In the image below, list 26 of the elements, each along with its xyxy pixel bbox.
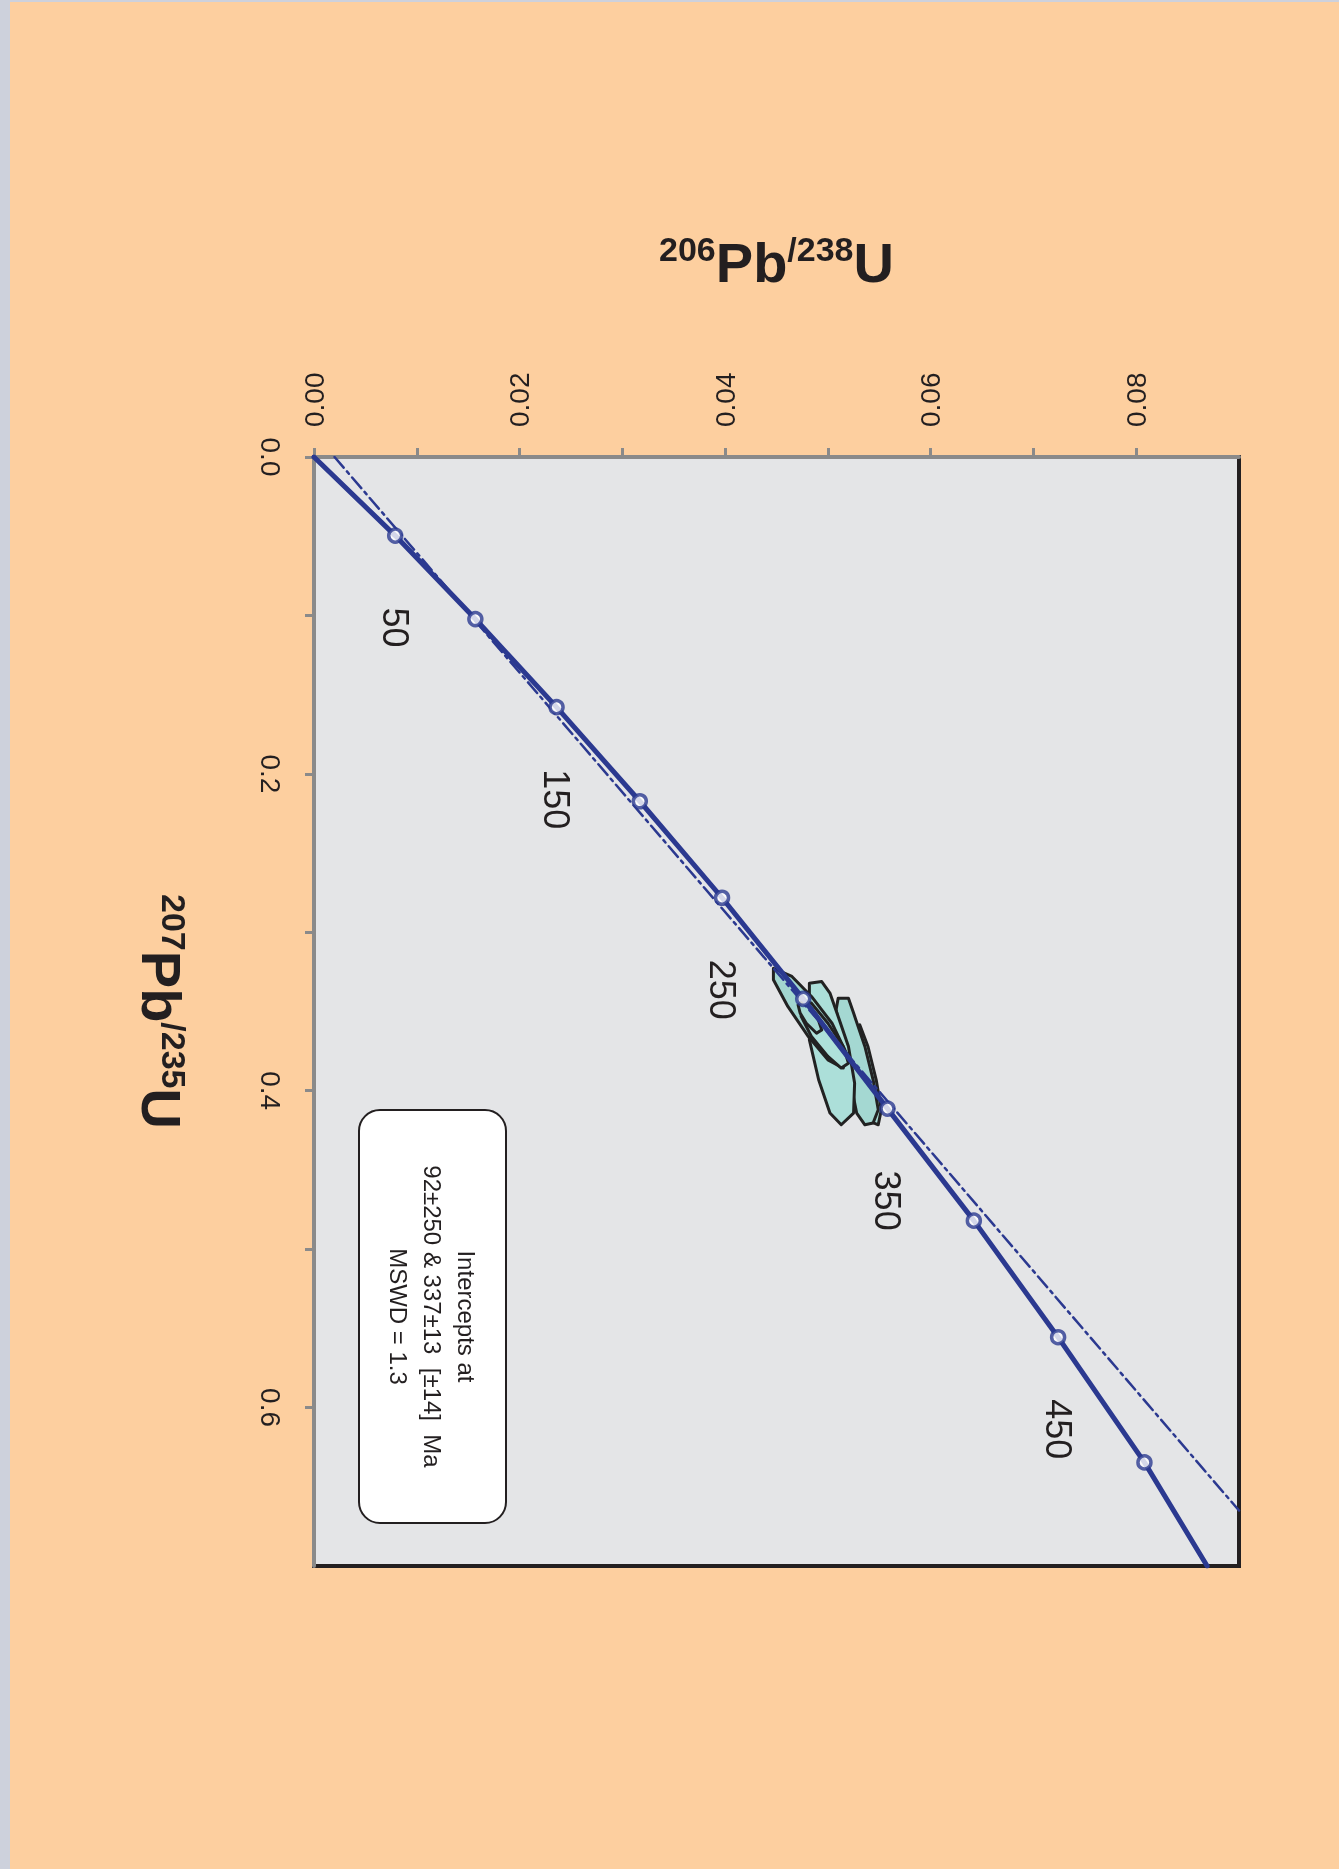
annotation: 150 bbox=[536, 769, 578, 830]
annotation: 250 bbox=[701, 959, 743, 1020]
point bbox=[965, 1212, 983, 1229]
y-tick-label: 0.4 bbox=[254, 1071, 286, 1111]
point bbox=[1136, 1454, 1153, 1471]
y-tick-label: 0.6 bbox=[254, 1388, 286, 1428]
annotation: 350 bbox=[867, 1170, 908, 1231]
point bbox=[631, 793, 649, 810]
y-tick-label: 0.2 bbox=[254, 754, 286, 794]
x-tick-label: 0.02 bbox=[504, 372, 536, 427]
x-tick-label: 0.00 bbox=[298, 372, 330, 427]
annotation: 50 bbox=[374, 607, 416, 648]
point bbox=[548, 698, 565, 716]
point bbox=[713, 889, 731, 906]
y-tick-label: 0.0 bbox=[254, 437, 286, 477]
x-tick-label: 0.08 bbox=[1120, 372, 1152, 427]
point bbox=[386, 527, 404, 544]
point bbox=[879, 1100, 896, 1117]
x-tick-label: 0.06 bbox=[915, 372, 947, 427]
annotation: 450 bbox=[1037, 1399, 1079, 1460]
point bbox=[794, 990, 812, 1008]
y-axis-title: 207Pb/235U bbox=[129, 894, 193, 1129]
point bbox=[467, 610, 484, 628]
note-box: Intercepts at 92±250 & 337±13 [±14] Ma MSWD = 1.3 bbox=[358, 1109, 507, 1524]
x-tick-label: 0.04 bbox=[709, 372, 741, 427]
point bbox=[1049, 1328, 1067, 1346]
